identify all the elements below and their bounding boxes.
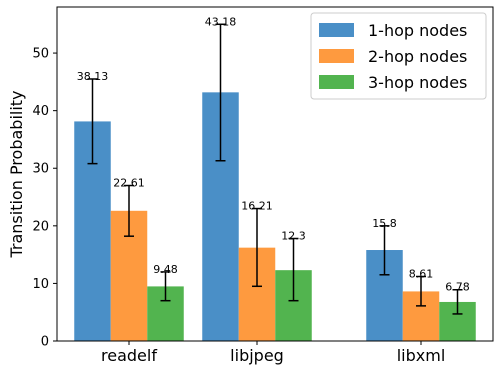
- legend-label: 2-hop nodes: [368, 47, 467, 66]
- y-tick-label: 0: [41, 335, 49, 350]
- legend-swatch: [319, 23, 354, 37]
- data-label: 15.8: [372, 217, 397, 230]
- x-tick-label: libxml: [397, 346, 446, 365]
- y-tick-label: 50: [32, 47, 49, 62]
- y-tick-label: 20: [32, 219, 49, 234]
- data-label: 22.61: [113, 177, 145, 190]
- y-tick-label: 30: [32, 162, 49, 177]
- x-tick-label: readelf: [101, 346, 157, 365]
- y-tick-label: 10: [32, 277, 49, 292]
- data-label: 8.61: [409, 268, 434, 281]
- data-label: 38.13: [77, 70, 109, 83]
- axes-frame: [56, 6, 494, 342]
- legend-box: [310, 12, 487, 100]
- plot-area: 38.13 43.18 15.8 22.61 16.21 8.61 9.48 12.3 6.78: [56, 6, 494, 342]
- y-tick-label: 40: [32, 104, 49, 119]
- data-label: 16.21: [241, 200, 273, 213]
- legend: 1-hop nodes 2-hop nodes 3-hop nodes: [310, 12, 487, 100]
- legend-label: 3-hop nodes: [368, 73, 467, 92]
- x-axis: readelf libjpeg libxml: [101, 341, 445, 365]
- legend-swatch: [319, 49, 354, 63]
- data-label: 6.78: [445, 281, 470, 294]
- data-label: 9.48: [153, 263, 178, 276]
- legend-swatch: [319, 75, 354, 89]
- y-axis-title: Transition Probability: [7, 90, 26, 258]
- data-label: 12.3: [281, 229, 306, 242]
- data-label: 43.18: [205, 15, 237, 28]
- y-axis: 0 10 20 30 40 50: [32, 47, 57, 350]
- legend-label: 1-hop nodes: [368, 21, 467, 40]
- x-tick-label: libjpeg: [230, 346, 284, 365]
